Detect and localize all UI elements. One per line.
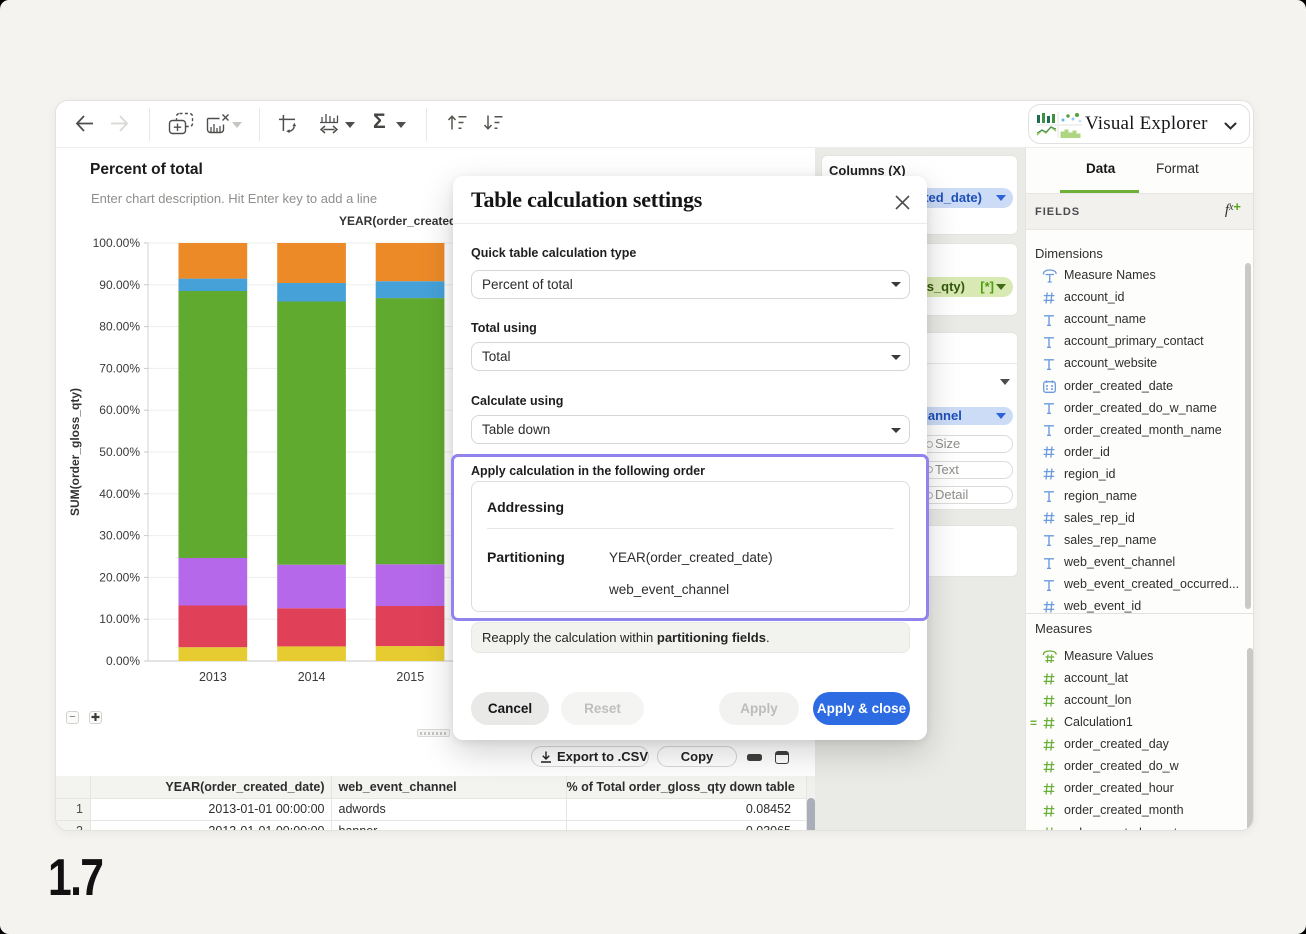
svg-text:SUM(order_gloss_qty): SUM(order_gloss_qty) xyxy=(68,388,82,516)
svg-text:50.00%: 50.00% xyxy=(99,445,140,459)
svg-text:60.00%: 60.00% xyxy=(99,403,140,417)
svg-text:70.00%: 70.00% xyxy=(99,361,140,375)
svg-text:0.00%: 0.00% xyxy=(106,654,140,668)
svg-text:10.00%: 10.00% xyxy=(99,612,140,626)
svg-text:2013: 2013 xyxy=(199,670,227,684)
svg-text:30.00%: 30.00% xyxy=(99,529,140,543)
svg-text:20.00%: 20.00% xyxy=(99,570,140,584)
svg-text:40.00%: 40.00% xyxy=(99,487,140,501)
svg-text:2014: 2014 xyxy=(298,670,326,684)
svg-text:2015: 2015 xyxy=(396,670,424,684)
svg-text:90.00%: 90.00% xyxy=(99,278,140,292)
svg-text:100.00%: 100.00% xyxy=(93,236,141,250)
svg-text:80.00%: 80.00% xyxy=(99,320,140,334)
